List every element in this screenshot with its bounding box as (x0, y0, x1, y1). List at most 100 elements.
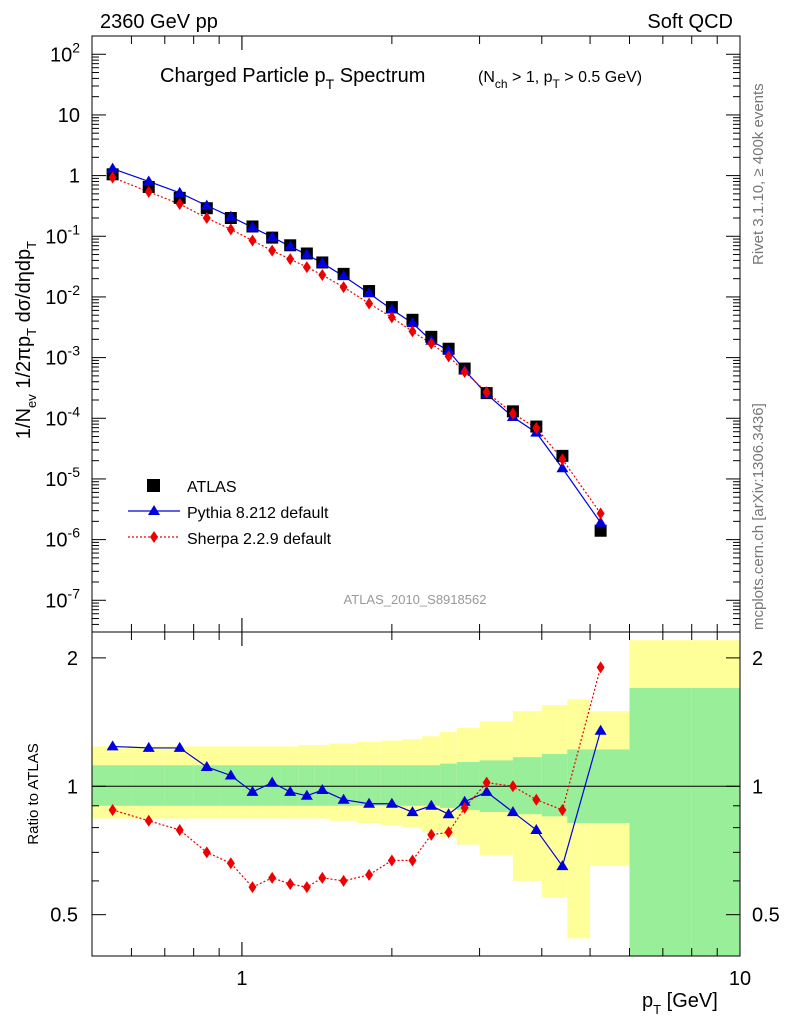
pythia-ratio-point (385, 797, 398, 808)
main-y-tick-label: 10-7 (45, 585, 80, 612)
band-inner-bin (164, 765, 194, 806)
sherpa-main-point (596, 507, 605, 520)
pythia-main-point (266, 231, 279, 242)
sherpa-ratio-point (268, 871, 277, 884)
sherpa-main-point (532, 422, 541, 435)
pythia-ratio-point (506, 806, 519, 817)
pythia-ratio-point (442, 808, 455, 819)
main-y-tick-labels: 102 10 1 10-1 10-2 10-3 10-4 10-5 10-6 10-7 (45, 39, 80, 612)
pythia-ratio-point (363, 797, 376, 808)
axis-ticks (91, 35, 741, 957)
band-inner-bin (422, 765, 441, 806)
x-tick-label-10: 10 (729, 968, 751, 990)
rivet-version-label: Rivet 3.1.10, ≥ 400k events (750, 83, 767, 265)
legend: ATLAS Pythia 8.212 default Sherpa 2.2.9 … (128, 479, 332, 548)
sherpa-ratio-point (387, 854, 396, 867)
main-y-tick-label: 10-6 (45, 525, 80, 552)
pythia-main-point (200, 199, 213, 210)
pythia-ratio-point (480, 785, 493, 796)
main-y-axis-label: 1/Nev 1/2πpT dσ/dηdpT (13, 241, 39, 439)
ratio-y-tick-label-left: 1 (67, 776, 78, 798)
sherpa-main-point (482, 386, 491, 399)
ratio-y-tick-label-right: 0.5 (752, 905, 780, 927)
pythia-ratio-point (425, 799, 438, 810)
band-inner-bin (193, 765, 220, 806)
band-inner-bin (281, 765, 299, 806)
pythia-main-point (224, 210, 237, 221)
sherpa-main-point (558, 453, 567, 466)
pythia-main-point (284, 240, 297, 251)
pythia-ratio-point (556, 860, 569, 871)
pythia-ratio-point (106, 740, 119, 751)
pythia-main-point (246, 221, 259, 232)
sherpa-ratio-point (144, 814, 153, 827)
main-y-tick-label: 1 (69, 166, 80, 188)
pythia-ratio-point (530, 823, 543, 834)
band-inner-bin (629, 687, 692, 956)
plot-title: Charged Particle pT Spectrum (Nch > 1, p… (160, 65, 642, 92)
band-inner-bin (440, 763, 457, 808)
band-inner-bin (402, 765, 423, 806)
sherpa-ratio-point (226, 857, 235, 870)
band-inner-bin (219, 765, 242, 806)
ratio-plot-series (106, 661, 607, 894)
title-cut-mid: > 1, p (508, 69, 553, 86)
pythia-ratio-point (458, 795, 471, 806)
ratio-y-tick-label-right: 2 (752, 648, 763, 670)
main-y-tick-label: 10-5 (45, 464, 80, 491)
sherpa-ratio-point (460, 801, 469, 814)
pythia-ratio-point (224, 769, 237, 780)
band-inner-bin (691, 687, 740, 956)
pythia-ratio-point (142, 741, 155, 752)
band-inner-bin (380, 765, 403, 806)
x-tick-label-1: 1 (236, 968, 247, 990)
legend-marker-pythia (148, 505, 160, 515)
legend-marker-atlas (147, 479, 160, 492)
pythia-ratio-point (316, 784, 329, 795)
pythia-main-point (316, 257, 329, 268)
pythia-ratio-point (406, 806, 419, 817)
sherpa-main-point (302, 261, 311, 274)
title-main-subscript: T (326, 76, 335, 92)
ratio-y-tick-labels: 2 2 1 1 0.5 0.5 (50, 648, 780, 927)
sherpa-ratio-point (108, 803, 117, 816)
pythia-main-line (112, 168, 602, 524)
sherpa-ratio-point (318, 871, 327, 884)
pythia-main-point (556, 462, 569, 473)
pythia-main-point (337, 270, 350, 281)
main-y-tick-label: 10-2 (45, 282, 80, 309)
title-cut-subscript-ch: ch (495, 77, 508, 91)
sherpa-main-point (248, 234, 257, 247)
legend-label-pythia: Pythia 8.212 default (187, 505, 329, 522)
header-energy-label: 2360 GeV pp (100, 11, 218, 33)
legend-label-sherpa: Sherpa 2.2.9 default (187, 531, 332, 548)
main-y-tick-label: 10-1 (45, 221, 80, 248)
ratio-y-tick-label-right: 1 (752, 776, 763, 798)
sherpa-ratio-point (365, 868, 374, 881)
band-inner-bin (298, 765, 315, 806)
sherpa-ratio-point (558, 803, 567, 816)
sherpa-ratio-point (286, 878, 295, 891)
main-y-tick-label: 10-4 (45, 403, 80, 430)
header-category-label: Soft QCD (647, 11, 733, 33)
title-main-tail: Spectrum (334, 65, 425, 87)
main-y-tick-label: 10 (58, 105, 80, 127)
title-main-text: Charged Particle p (160, 65, 326, 87)
ratio-y-tick-label-left: 2 (67, 648, 78, 670)
main-y-tick-label: 10-3 (45, 343, 80, 370)
svg-text:Charged Particle pT Spectrum: Charged Particle pT Spectrum (160, 65, 425, 92)
sherpa-main-point (108, 171, 117, 184)
pythia-main-point (442, 344, 455, 355)
sherpa-main-point (387, 311, 396, 324)
sherpa-ratio-point (444, 826, 453, 839)
pythia-ratio-point (246, 785, 259, 796)
legend-label-atlas: ATLAS (187, 479, 237, 496)
sherpa-ratio-point (408, 854, 417, 867)
svg-text:(Nch > 1, pT > 0.5 GeV): (Nch > 1, pT > 0.5 GeV) (478, 69, 642, 91)
pythia-ratio-point (284, 785, 297, 796)
x-axis-label: pT [GeV] (642, 990, 718, 1017)
sherpa-main-line (112, 176, 602, 514)
pythia-ratio-point (300, 789, 313, 800)
title-cut-pre: (N (478, 69, 495, 86)
